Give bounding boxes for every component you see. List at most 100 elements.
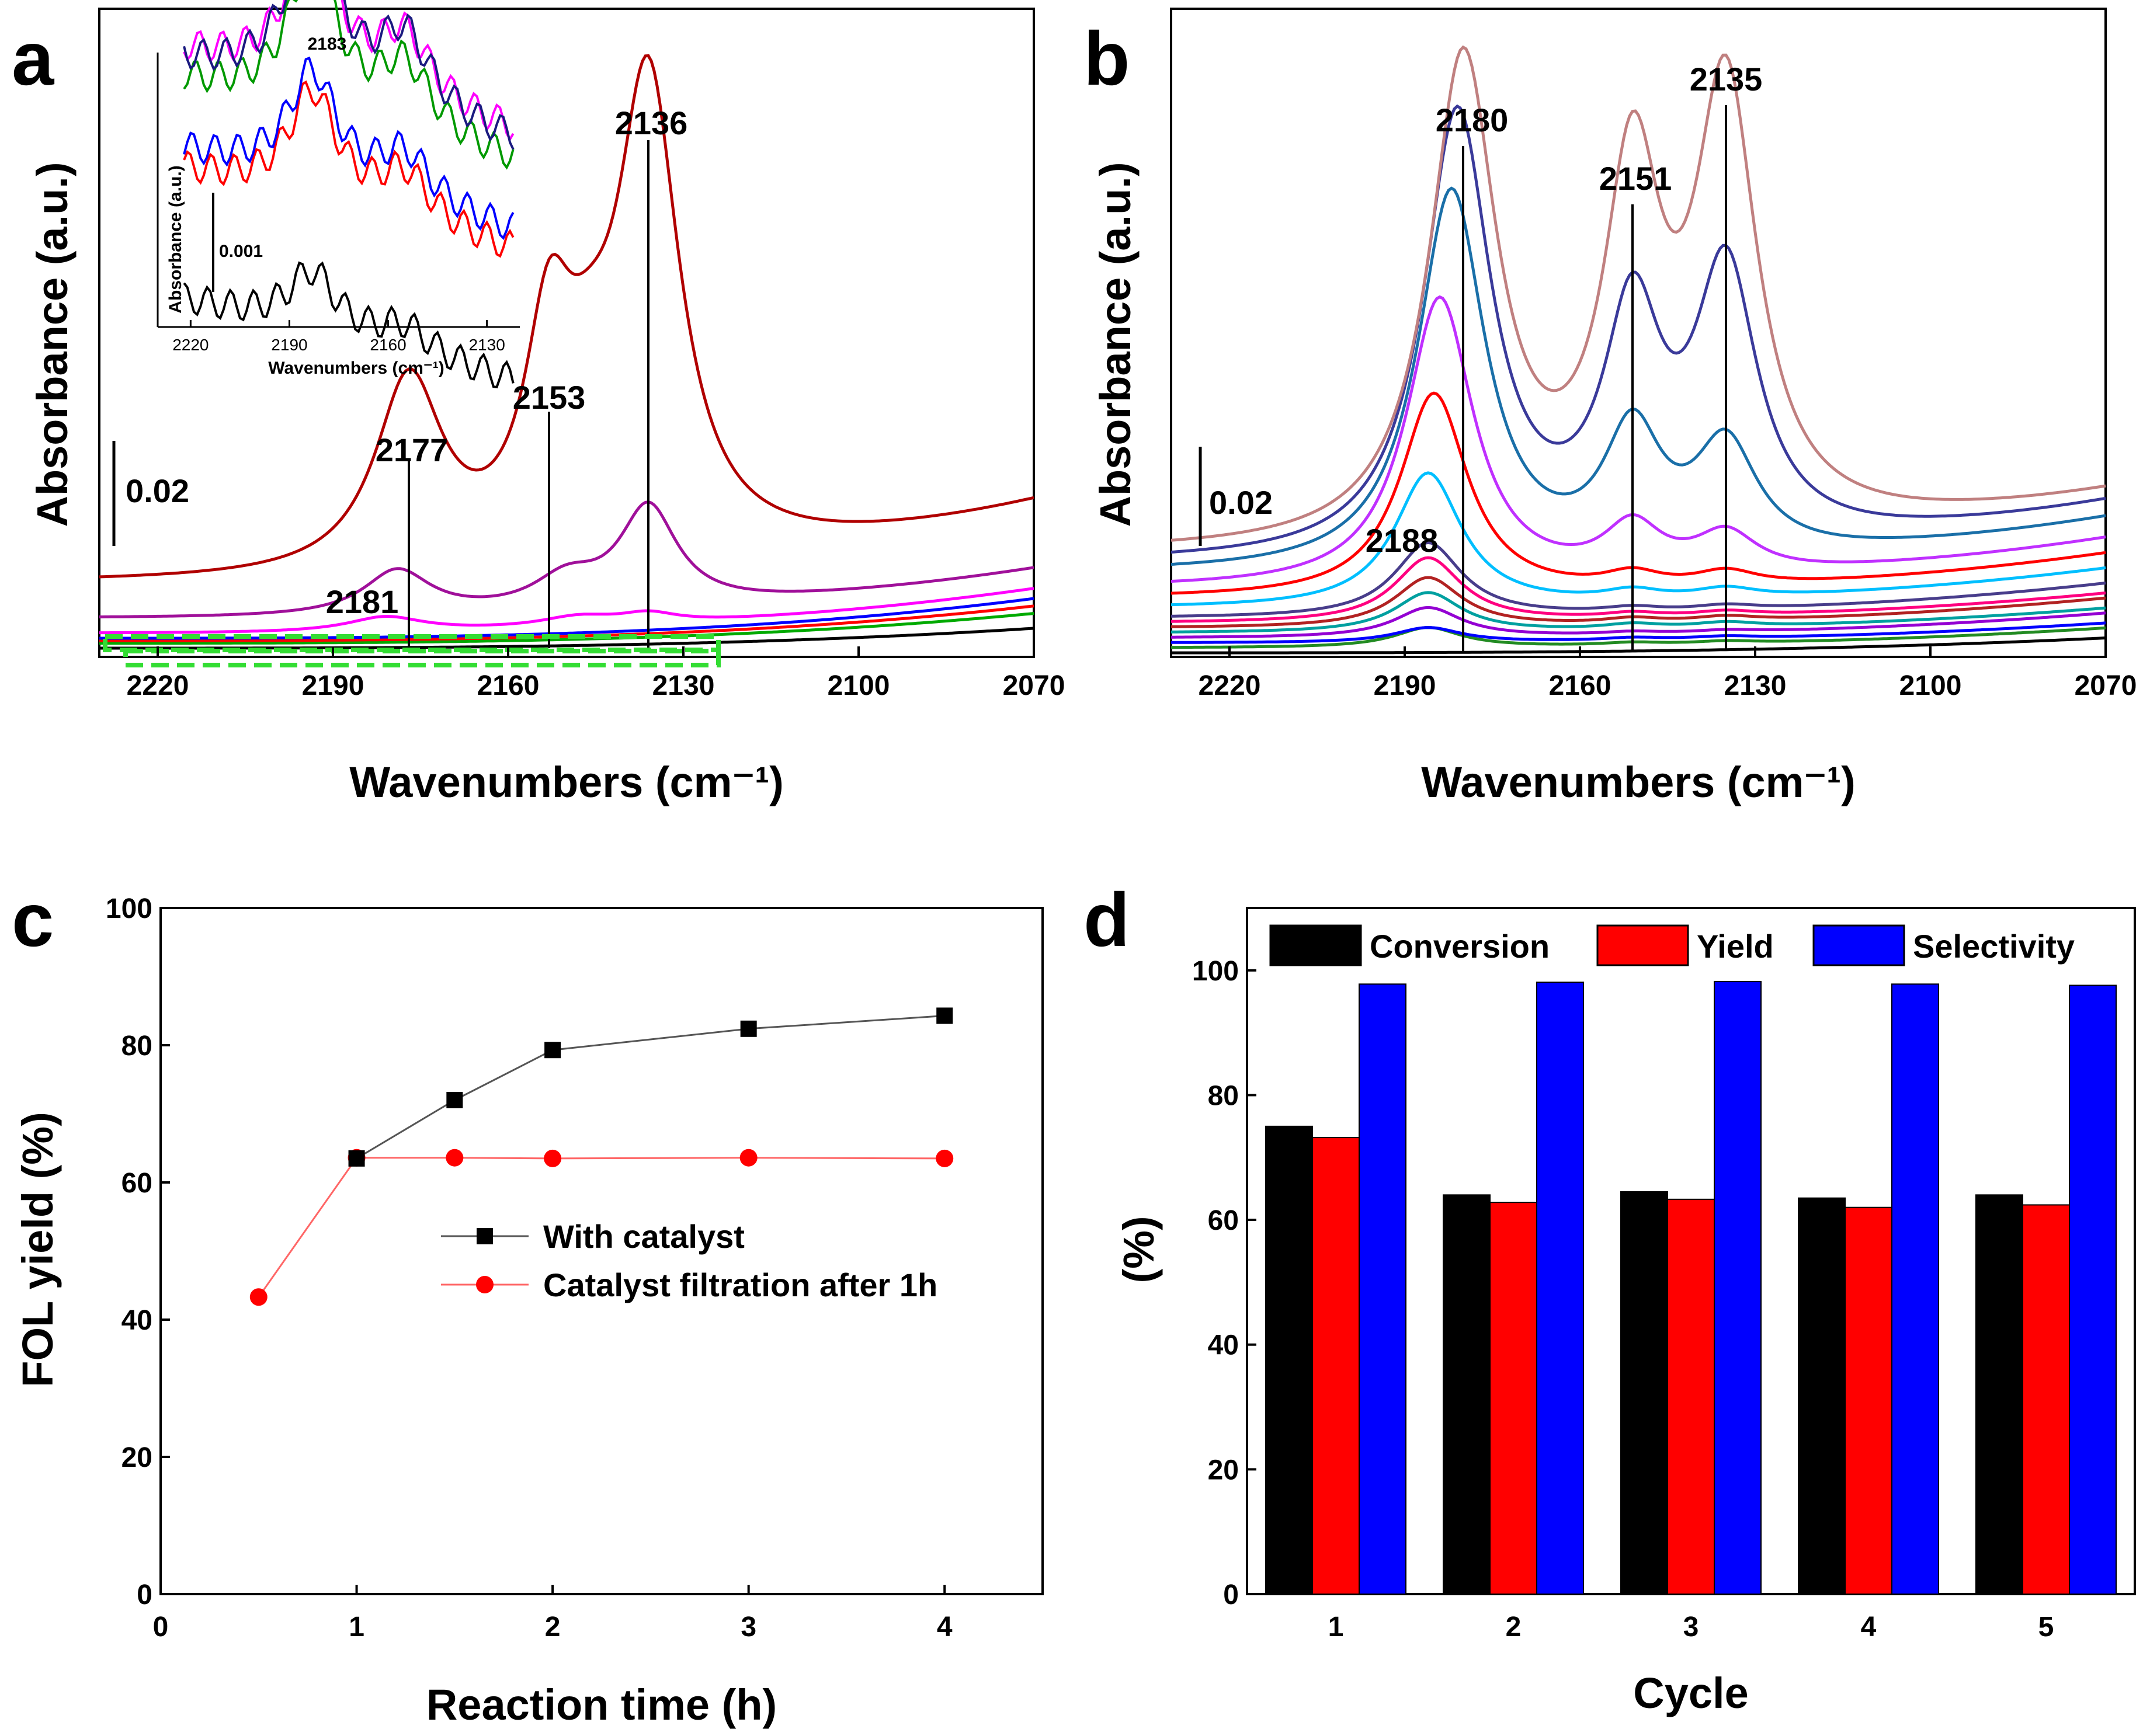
panel-b-x-ticks: 2220 2190 2160 2130 2100 2070 xyxy=(1199,646,2137,701)
panel-d-x-tick-label-1: 1 xyxy=(1328,1612,1344,1643)
peak-label-2188: 2188 xyxy=(1366,522,1439,559)
panel-d-x-tick-label-4: 4 xyxy=(1861,1612,1877,1643)
panel-letter-c: c xyxy=(12,877,54,962)
panel-c-x-tick-label-1: 1 xyxy=(349,1612,364,1643)
inset-curves xyxy=(183,0,515,389)
panel-c-x-tick-label-3: 3 xyxy=(741,1612,756,1643)
panel-d-bar-selectivity-1 xyxy=(1359,983,1406,1595)
panel-c-point-0-3 xyxy=(740,1020,757,1037)
panel-c-y-tick-label-100: 100 xyxy=(106,893,152,924)
inset-series-0 xyxy=(183,261,515,389)
panel-d-legend: Conversion Yield Selectivity xyxy=(1269,924,2075,966)
panel-b: 2220 2190 2160 2130 2100 2070 2180 2151 2135 … xyxy=(1091,8,2137,806)
panel-b-series-11 xyxy=(1170,186,2106,566)
inset-y-label: Absorbance (a.u.) xyxy=(166,165,185,313)
panel-d-bar-yield-1 xyxy=(1312,1137,1360,1595)
panel-b-series-7 xyxy=(1170,541,2106,618)
panel-b-series-1 xyxy=(1171,626,2106,649)
panel-b-curves xyxy=(1170,45,2106,655)
panel-b-tick-label-2100: 2100 xyxy=(1899,670,1962,701)
legend-label-with-catalyst: With catalyst xyxy=(543,1218,745,1255)
panel-a: 2220 2190 2160 2130 2100 2070 2136 2153 2177 … xyxy=(28,0,1065,806)
panel-c-x-tick-label-4: 4 xyxy=(937,1612,953,1643)
panel-a-series-blue xyxy=(99,597,1034,640)
peak-label-2135: 2135 xyxy=(1690,61,1763,98)
inset-x-ticks: 2220 2190 2160 2130 xyxy=(172,320,505,354)
panel-d-y-label: (%) xyxy=(1114,1216,1163,1283)
peak-label-2177: 2177 xyxy=(376,432,449,468)
panel-b-series-3 xyxy=(1171,606,2106,639)
inset-tick-label-2220: 2220 xyxy=(172,336,209,354)
panel-c-line-1 xyxy=(258,1157,945,1298)
panel-d-bar-selectivity-3 xyxy=(1714,981,1762,1595)
panel-c-x-tick-label-2: 2 xyxy=(545,1612,561,1643)
panel-d-bar-conversion-3 xyxy=(1620,1191,1668,1595)
panel-a-curves xyxy=(99,54,1034,650)
panel-a-inset: 2220 2190 2160 2130 2183 0.001 Absorbance (… xyxy=(157,0,520,389)
inset-series-1 xyxy=(183,80,515,258)
panel-c-point-1-2 xyxy=(446,1149,464,1167)
peak-label-2181: 2181 xyxy=(326,583,399,620)
peak-label-2153: 2153 xyxy=(513,379,586,416)
panel-a-x-label: Wavenumbers (cm⁻¹) xyxy=(349,758,784,806)
legend-marker-square xyxy=(477,1228,493,1244)
panel-d-bar-conversion-2 xyxy=(1443,1194,1491,1595)
panel-d-bar-yield-3 xyxy=(1667,1198,1715,1595)
panel-letter-b: b xyxy=(1083,16,1130,101)
panel-b-series-6 xyxy=(1170,556,2106,623)
panel-c-point-1-4 xyxy=(739,1149,758,1167)
panel-d: 0 20 40 60 80 100 1 2 3 4 5 Conversion Yield Selec… xyxy=(1114,907,2136,1717)
inset-x-label: Wavenumbers (cm⁻¹) xyxy=(268,359,444,378)
inset-tick-label-2190: 2190 xyxy=(271,336,307,354)
panel-a-tick-label-2070: 2070 xyxy=(1003,670,1065,701)
legend-swatch-conversion xyxy=(1269,924,1362,966)
panel-d-y-tick-label-100: 100 xyxy=(1192,956,1239,987)
panel-d-y-tick-label-20: 20 xyxy=(1208,1455,1239,1485)
panel-b-series-2 xyxy=(1171,621,2106,644)
panel-b-tick-label-2160: 2160 xyxy=(1549,670,1611,701)
panel-b-series-5 xyxy=(1171,576,2106,628)
panel-b-series-13 xyxy=(1170,45,2106,542)
panel-a-peak-lines xyxy=(408,140,649,648)
inset-tick-label-2160: 2160 xyxy=(370,336,406,354)
panel-a-series-dark-red xyxy=(99,54,1034,579)
panel-a-series-green xyxy=(99,612,1034,645)
inset-series-2 xyxy=(183,56,515,241)
inset-peak-label-2183: 2183 xyxy=(308,34,347,54)
panel-b-series-8 xyxy=(1170,471,2106,607)
panel-d-bar-yield-4 xyxy=(1845,1206,1892,1595)
panel-b-tick-label-2070: 2070 xyxy=(2075,670,2137,701)
inset-series-4 xyxy=(183,0,515,142)
panel-d-y-tick-label-0: 0 xyxy=(1223,1580,1239,1610)
panel-c-y-tick-label-0: 0 xyxy=(137,1580,152,1610)
legend-label-filtration: Catalyst filtration after 1h xyxy=(543,1267,937,1303)
inset-scale-bar-label: 0.001 xyxy=(219,242,263,261)
panel-d-bar-yield-5 xyxy=(2022,1204,2070,1595)
panel-a-tick-label-2100: 2100 xyxy=(828,670,890,701)
legend-marker-circle xyxy=(476,1276,494,1293)
panel-c-x-tick-label-0: 0 xyxy=(153,1612,169,1643)
panel-a-x-ticks: 2220 2190 2160 2130 2100 2070 xyxy=(127,646,1065,701)
legend-swatch-yield xyxy=(1596,924,1689,966)
panel-d-bar-selectivity-4 xyxy=(1891,983,1939,1595)
peak-label-2180: 2180 xyxy=(1436,102,1509,138)
panel-c-point-0-4 xyxy=(936,1007,953,1024)
panel-c-point-1-0 xyxy=(249,1288,268,1306)
panel-b-series-12 xyxy=(1170,104,2106,554)
panel-d-x-tick-label-3: 3 xyxy=(1683,1612,1699,1643)
panel-d-bar-selectivity-5 xyxy=(2069,984,2117,1595)
panel-d-bar-conversion-1 xyxy=(1265,1125,1313,1595)
panel-d-x-label: Cycle xyxy=(1633,1669,1748,1717)
panel-d-y-tick-label-40: 40 xyxy=(1208,1330,1239,1361)
panel-c-legend: With catalyst Catalyst filtration after … xyxy=(441,1218,937,1303)
panel-d-y-tick-label-80: 80 xyxy=(1208,1080,1239,1111)
panel-b-series-4 xyxy=(1171,591,2106,634)
peak-label-2151: 2151 xyxy=(1599,160,1672,197)
panel-d-y-tick-label-60: 60 xyxy=(1208,1205,1239,1236)
panel-b-tick-label-2130: 2130 xyxy=(1724,670,1787,701)
panel-a-series-magenta xyxy=(99,587,1034,635)
panel-a-highlight-box-2 xyxy=(123,649,721,667)
